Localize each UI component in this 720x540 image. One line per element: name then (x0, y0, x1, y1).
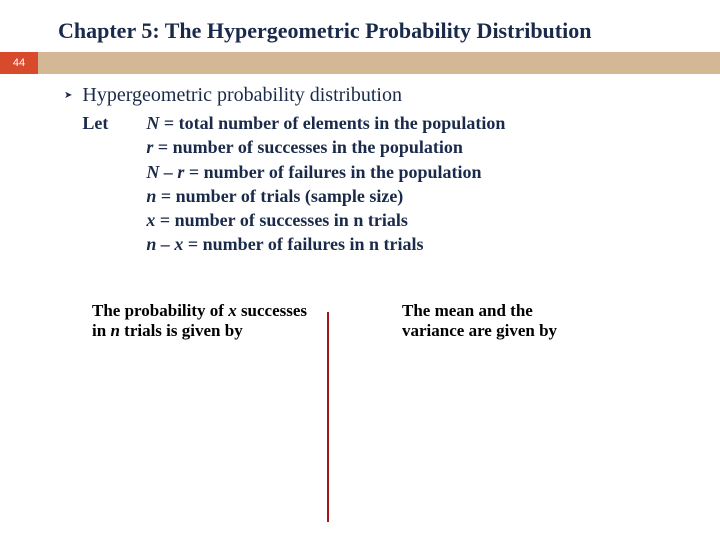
bullet-title: Hypergeometric probability distribution (82, 82, 505, 109)
lower-right-caption: The mean and the variance are given by (402, 301, 612, 341)
lower-left-caption: The probability of x successes in n tria… (92, 301, 332, 341)
definitions-block: Let N = total number of elements in the … (82, 111, 505, 257)
header-band: 44 (0, 52, 720, 74)
lower-captions: The probability of x successes in n tria… (0, 301, 720, 341)
vertical-rule (327, 312, 329, 522)
definitions-lines: N = total number of elements in the popu… (146, 111, 505, 257)
bullet-row: ➤ Hypergeometric probability distributio… (64, 82, 680, 257)
caption-text: The probability of (92, 301, 228, 320)
definition-line: x = number of successes in n trials (146, 208, 505, 232)
definition-symbol: n – x (146, 234, 183, 254)
caption-text: in (92, 321, 110, 340)
caption-text: variance are given by (402, 321, 557, 340)
definition-text: = number of successes in n trials (155, 210, 407, 230)
definitions-lead: Let (82, 111, 146, 257)
definition-symbol: N – r (146, 162, 184, 182)
content-area: ➤ Hypergeometric probability distributio… (0, 74, 720, 257)
definition-line: n = number of trials (sample size) (146, 184, 505, 208)
page-number-badge: 44 (0, 52, 38, 74)
slide-title: Chapter 5: The Hypergeometric Probabilit… (0, 0, 720, 52)
bullet-body: Hypergeometric probability distribution … (82, 82, 505, 257)
definition-text: = number of failures in the population (184, 162, 481, 182)
definition-symbol: n (146, 186, 156, 206)
definition-text: = number of trials (sample size) (156, 186, 403, 206)
definition-text: = number of successes in the population (153, 137, 462, 157)
caption-text: trials is given by (120, 321, 243, 340)
definition-text: = total number of elements in the popula… (159, 113, 505, 133)
definition-line: N = total number of elements in the popu… (146, 111, 505, 135)
caption-var: n (110, 321, 119, 340)
caption-var: x (228, 301, 237, 320)
caption-text: successes (237, 301, 307, 320)
definition-text: = number of failures in n trials (183, 234, 423, 254)
caption-text: The mean and the (402, 301, 533, 320)
definition-line: N – r = number of failures in the popula… (146, 160, 505, 184)
definition-symbol: N (146, 113, 159, 133)
definition-line: n – x = number of failures in n trials (146, 232, 505, 256)
definition-line: r = number of successes in the populatio… (146, 135, 505, 159)
chevron-right-icon: ➤ (64, 89, 72, 103)
